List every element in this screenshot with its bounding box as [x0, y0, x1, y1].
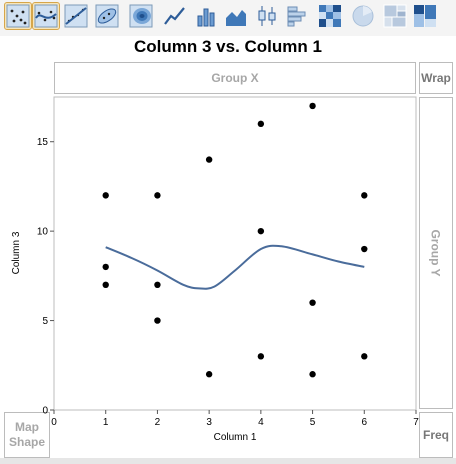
data-point[interactable]: [309, 102, 316, 110]
data-point[interactable]: [102, 192, 109, 199]
smoother-icon: [34, 4, 58, 28]
data-point[interactable]: [102, 281, 109, 288]
data-point[interactable]: [257, 120, 265, 128]
data-point[interactable]: [205, 371, 213, 378]
line-button[interactable]: [161, 2, 189, 30]
x-tick-label: 3: [206, 417, 212, 428]
data-point[interactable]: [154, 192, 161, 199]
freq-label: Freq: [422, 428, 449, 442]
ellipse-icon: [95, 4, 119, 28]
group-x-zone[interactable]: Group X: [54, 62, 416, 94]
histogram-button[interactable]: [283, 2, 311, 30]
data-point[interactable]: [361, 192, 368, 199]
line-icon: [164, 7, 185, 25]
bar-icon: [197, 8, 215, 27]
data-point[interactable]: [154, 317, 161, 324]
map-shape-zone[interactable]: Map Shape: [4, 412, 50, 458]
data-point[interactable]: [257, 227, 265, 235]
data-point[interactable]: [309, 371, 316, 378]
graph-title: Column 3 vs. Column 1: [134, 37, 322, 56]
x-tick-label: 7: [413, 417, 419, 428]
line-of-fit-icon: [64, 4, 88, 28]
points-icon: [6, 4, 30, 28]
box-plot-button[interactable]: [253, 2, 281, 30]
y-tick-label: 0: [42, 406, 48, 417]
wrap-zone[interactable]: Wrap: [419, 62, 453, 94]
contour-button[interactable]: [127, 2, 155, 30]
data-point[interactable]: [361, 245, 368, 253]
line-of-fit-button[interactable]: [62, 2, 90, 30]
x-tick-label: 6: [362, 417, 368, 428]
x-axis-title: Column 1: [214, 432, 257, 443]
group-x-label: Group X: [211, 71, 259, 85]
mosaic-icon: [414, 5, 436, 27]
plot-frame: [53, 96, 417, 411]
data-point[interactable]: [205, 156, 213, 163]
y-axis: 0 5 10 15: [37, 137, 54, 417]
data-point[interactable]: [361, 353, 368, 360]
pie-button[interactable]: [349, 2, 377, 30]
pie-icon: [352, 5, 374, 27]
x-tick-label: 4: [258, 417, 264, 428]
y-axis-title: Column 3: [11, 231, 22, 274]
x-axis: 0 1 2 3 4 5 6 7: [51, 410, 419, 428]
heatmap-button[interactable]: [316, 2, 344, 30]
graph-builder-toolbar: [0, 0, 456, 36]
group-y-zone[interactable]: Group Y: [419, 97, 453, 409]
y-tick-label: 15: [37, 137, 49, 148]
x-tick-label: 2: [155, 417, 161, 428]
bottom-strip: [0, 458, 456, 464]
x-tick-label: 5: [310, 417, 316, 428]
y-tick-label: 5: [42, 316, 48, 327]
heatmap-icon: [319, 5, 341, 27]
data-point[interactable]: [309, 299, 316, 306]
mosaic-button[interactable]: [411, 2, 439, 30]
treemap-icon: [383, 4, 407, 28]
ellipse-button[interactable]: [93, 2, 121, 30]
area-button[interactable]: [222, 2, 250, 30]
x-tick-label: 1: [103, 417, 109, 428]
treemap-button[interactable]: [381, 2, 409, 30]
bar-button[interactable]: [193, 2, 221, 30]
points-button[interactable]: [4, 2, 32, 30]
contour-icon: [129, 4, 153, 28]
freq-zone[interactable]: Freq: [419, 412, 453, 458]
x-tick-label: 0: [51, 417, 57, 428]
wrap-label: Wrap: [421, 71, 451, 85]
smoother-button[interactable]: [32, 2, 60, 30]
y-tick-label: 10: [37, 227, 49, 238]
box-plot-icon: [258, 6, 276, 26]
histogram-icon: [287, 6, 306, 27]
data-points: [102, 102, 368, 378]
data-point[interactable]: [102, 263, 109, 271]
map-shape-label: Map Shape: [8, 420, 45, 449]
data-point[interactable]: [257, 353, 265, 360]
smoother-line: [105, 244, 365, 290]
data-point[interactable]: [154, 281, 161, 288]
area-icon: [226, 10, 246, 26]
